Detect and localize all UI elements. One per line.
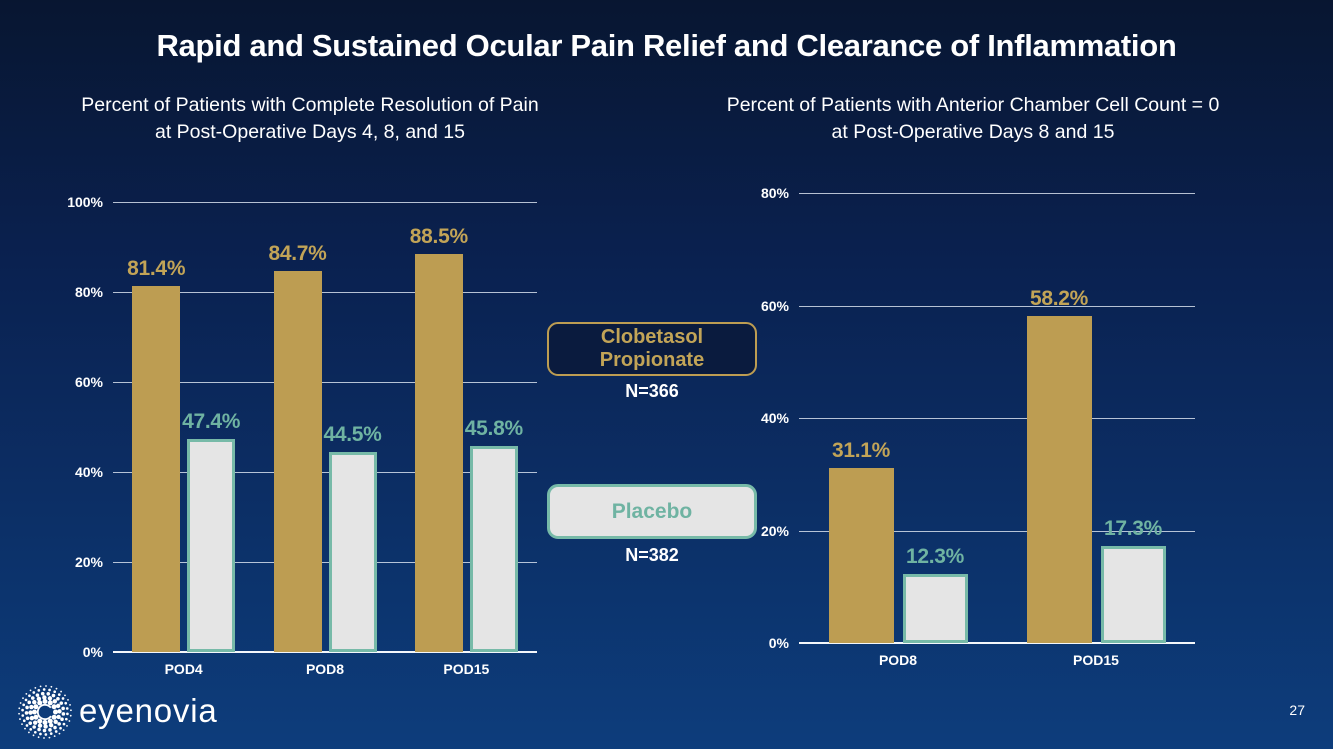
gridline-100%	[113, 202, 537, 203]
gridline-40%	[799, 418, 1195, 419]
bar-clobetasol-POD8	[273, 271, 322, 652]
gridline-60%	[799, 305, 1195, 307]
x-axis-label-POD8: POD8	[878, 652, 918, 668]
gridline-0%	[799, 642, 1195, 644]
y-axis-tick-40%: 40%	[760, 410, 789, 426]
bar-placebo-POD8	[328, 452, 377, 652]
gridline-40%	[113, 472, 537, 473]
eyenovia-logo-text: eyenovia	[79, 692, 218, 729]
clobetasol-sample-size: N=366	[625, 381, 679, 401]
value-label-clobetasol-POD4: 81.4%	[127, 257, 186, 280]
value-label-placebo-POD8: 12.3%	[905, 545, 965, 568]
gridline-20%	[799, 530, 1195, 532]
y-axis-tick-60%: 60%	[74, 374, 103, 390]
gridline-20%	[113, 562, 537, 563]
gridline-80%	[799, 193, 1195, 194]
gridline-0%	[113, 651, 537, 653]
page-number: 27	[1289, 702, 1305, 718]
y-axis-tick-40%: 40%	[74, 464, 103, 480]
value-label-clobetasol-POD15: 88.5%	[409, 225, 468, 248]
bar-clobetasol-POD15	[1026, 316, 1092, 643]
anterior-chamber-cell-bar-chart: 80% 60% 40% 20% 0% 31.1% 12.3% POD8 58.2% 17.3% PO…	[761, 185, 1195, 668]
bar-placebo-POD8	[902, 574, 968, 643]
left-chart-title-line2: at Post-Operative Days 4, 8, and 15	[154, 121, 465, 143]
y-axis-tick-60%: 60%	[760, 297, 789, 314]
value-label-placebo-POD15: 45.8%	[464, 417, 523, 440]
value-label-clobetasol-POD8: 31.1%	[831, 439, 891, 462]
bar-placebo-POD15	[469, 446, 518, 652]
bar-placebo-POD4	[187, 439, 236, 652]
left-chart-title: Percent of Patients with Complete Resolu…	[0, 92, 630, 146]
legend-placebo: Placebo	[547, 484, 757, 539]
eyenovia-logo: eyenovia	[16, 683, 218, 741]
pain-resolution-bar-chart: 100% 80% 60% 40% 20% 0% 81.4% 47.4% POD4 84.7% 44.…	[67, 194, 537, 677]
y-axis-tick-0%: 0%	[82, 644, 103, 660]
value-label-placebo-POD8: 44.5%	[323, 423, 382, 446]
value-label-placebo-POD4: 47.4%	[182, 410, 241, 433]
bar-placebo-POD15	[1100, 546, 1166, 643]
x-axis-label-POD15: POD15	[1073, 652, 1119, 668]
legend-clobetasol-propionate: Clobetasol Propionate	[547, 322, 757, 376]
gridline-80%	[113, 292, 537, 293]
y-axis-tick-80%: 80%	[74, 284, 103, 300]
y-axis-tick-20%: 20%	[760, 522, 789, 539]
right-chart-title: Percent of Patients with Anterior Chambe…	[653, 92, 1293, 146]
eyenovia-dotted-sunburst-icon	[18, 685, 72, 739]
bar-clobetasol-POD15	[414, 254, 463, 652]
placebo-sample-size: N=382	[625, 545, 679, 565]
bar-clobetasol-POD8	[828, 468, 894, 643]
right-chart-title-line1: Percent of Patients with Anterior Chambe…	[726, 94, 1220, 116]
y-axis-tick-0%: 0%	[768, 635, 789, 651]
bar-clobetasol-POD4	[132, 286, 181, 652]
value-label-clobetasol-POD15: 58.2%	[1029, 287, 1089, 310]
x-axis-label-POD15: POD15	[443, 661, 490, 677]
y-axis-tick-100%: 100%	[67, 194, 103, 210]
x-axis-label-POD8: POD8	[305, 661, 345, 677]
gridline-60%	[113, 382, 537, 383]
y-axis-tick-20%: 20%	[74, 554, 103, 570]
right-chart-title-line2: at Post-Operative Days 8 and 15	[831, 121, 1115, 143]
slide-title: Rapid and Sustained Ocular Pain Relief a…	[156, 28, 1177, 63]
y-axis-tick-80%: 80%	[760, 185, 789, 201]
legend-clobetasol-line2: Propionate	[599, 349, 705, 371]
value-label-placebo-POD15: 17.3%	[1103, 517, 1163, 540]
legend-placebo-label: Placebo	[611, 499, 693, 523]
left-chart-title-line1: Percent of Patients with Complete Resolu…	[81, 94, 539, 116]
legend-clobetasol-line1: Clobetasol	[600, 326, 704, 348]
x-axis-label-POD4: POD4	[164, 661, 203, 677]
value-label-clobetasol-POD8: 84.7%	[268, 242, 327, 265]
